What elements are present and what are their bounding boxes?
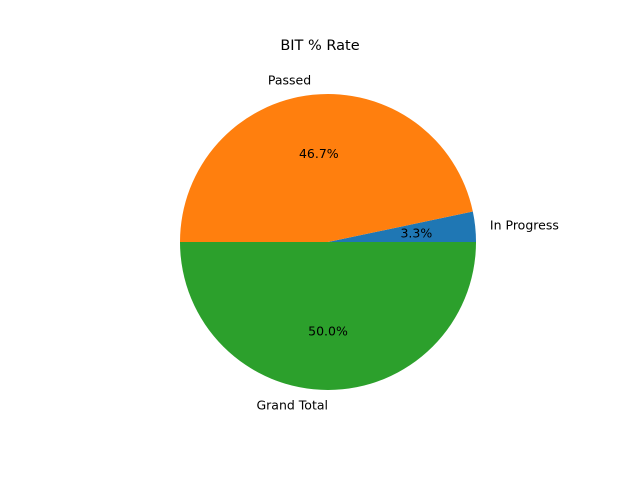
pie-slice-grand-total [180, 242, 476, 390]
slice-percent-label: 50.0% [308, 323, 348, 338]
pie-slice-passed [180, 93, 473, 242]
slice-label: In Progress [490, 218, 559, 233]
slice-label: Passed [268, 73, 311, 88]
chart-title: BIT % Rate [280, 38, 359, 54]
slice-percent-label: 3.3% [400, 225, 432, 240]
slice-label: Grand Total [256, 397, 328, 412]
pie-slice-in-progress [328, 211, 476, 242]
slice-percent-label: 46.7% [299, 146, 339, 161]
